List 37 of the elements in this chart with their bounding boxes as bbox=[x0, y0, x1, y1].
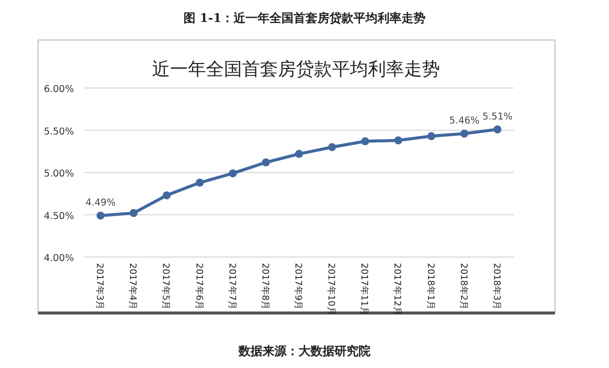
point bbox=[328, 143, 336, 152]
point bbox=[130, 209, 138, 218]
x-tick-label: 2017年7月 bbox=[226, 263, 238, 310]
y-tick-label: 4.50% bbox=[44, 210, 74, 222]
x-tick-label: 2017年4月 bbox=[127, 263, 138, 310]
source-note: 数据来源：大数据研究院 bbox=[238, 344, 370, 358]
point bbox=[361, 137, 370, 146]
point bbox=[427, 132, 436, 140]
point bbox=[295, 150, 303, 158]
point bbox=[262, 158, 270, 166]
caption: 图 1-1：近一年全国首套房贷款平均利率走势 bbox=[184, 11, 426, 25]
y-tick-label: 5.00% bbox=[44, 168, 74, 180]
x-tick-label: 2017年3月 bbox=[94, 263, 106, 310]
data-label: 5.51% bbox=[482, 111, 513, 122]
x-tick-label: 2017年12月 bbox=[392, 263, 403, 316]
data-label: 4.49% bbox=[85, 198, 116, 209]
chart-title: 近一年全国首套房贷款平均利率走势 bbox=[152, 59, 440, 80]
data-label: 5.46% bbox=[449, 116, 480, 127]
x-tick-label: 2017年11月 bbox=[358, 263, 370, 316]
x-tick-label: 2018年2月 bbox=[458, 263, 469, 310]
x-tick-label: 2018年1月 bbox=[424, 263, 436, 310]
y-tick-label: 6.00% bbox=[44, 84, 74, 95]
point bbox=[493, 125, 502, 134]
x-tick-label: 2017年6月 bbox=[193, 263, 204, 310]
x-tick-label: 2017年9月 bbox=[292, 263, 304, 310]
point bbox=[96, 212, 105, 220]
x-tick-label: 2017年5月 bbox=[160, 263, 172, 310]
point bbox=[460, 130, 468, 138]
x-tick-label: 2017年10月 bbox=[326, 263, 337, 316]
point bbox=[162, 191, 171, 200]
y-tick-label: 5.50% bbox=[44, 126, 74, 138]
y-tick-label: 4.00% bbox=[44, 253, 74, 264]
point bbox=[394, 136, 402, 144]
point bbox=[196, 178, 204, 187]
point bbox=[228, 169, 237, 178]
x-tick-label: 2017年8月 bbox=[259, 263, 270, 310]
x-tick-label: 2018年3月 bbox=[490, 263, 502, 310]
